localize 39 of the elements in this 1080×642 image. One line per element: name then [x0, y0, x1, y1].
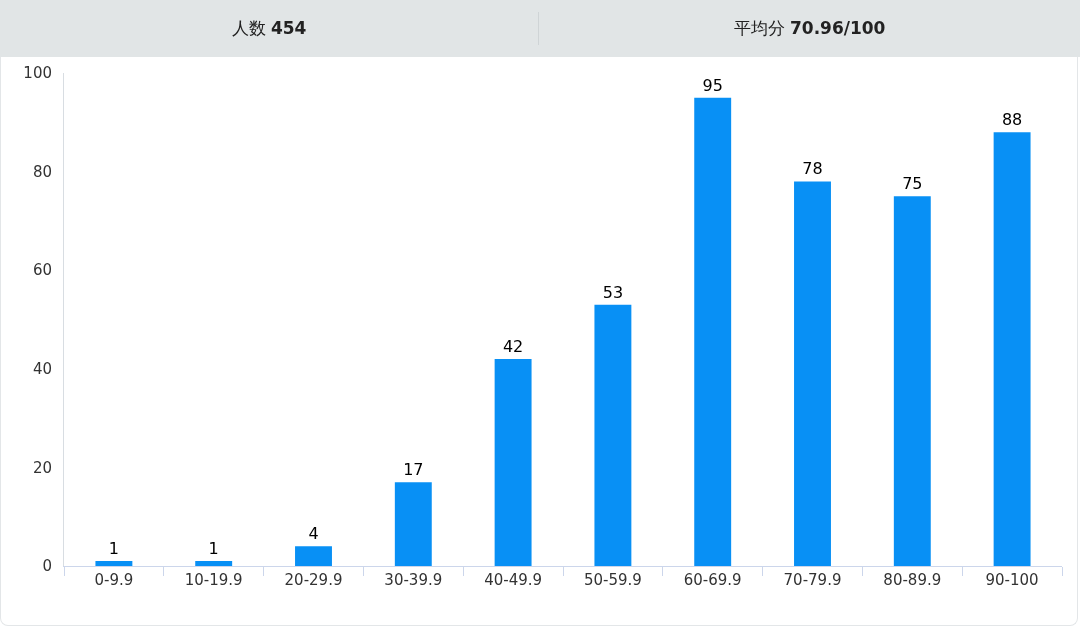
- bar: [494, 358, 532, 566]
- x-tick-label: 60-69.9: [683, 571, 742, 589]
- data-label: 75: [902, 174, 923, 194]
- data-label: 1: [208, 539, 219, 559]
- data-label: 4: [308, 524, 319, 544]
- chart-title: 人数 454: [230, 17, 308, 40]
- bar: [195, 561, 233, 566]
- y-tick-label: 100: [23, 64, 52, 83]
- y-tick-label: 80: [32, 162, 52, 181]
- data-label: 17: [403, 460, 424, 480]
- x-tick-label: 40-49.9: [484, 571, 543, 589]
- bar: [993, 132, 1031, 566]
- x-tick-label: 20-29.9: [284, 571, 343, 589]
- bar: [95, 561, 133, 566]
- x-tick-label: 0-9.9: [94, 571, 134, 589]
- x-tick-label: 30-39.9: [384, 571, 443, 589]
- data-label: 53: [602, 282, 624, 302]
- x-tick-label: 70-79.9: [783, 571, 842, 589]
- x-tick-label: 80-89.9: [883, 571, 942, 589]
- x-tick-label: 10-19.9: [184, 571, 243, 589]
- bar: [295, 546, 332, 566]
- bar: [893, 196, 931, 566]
- y-tick-label: 40: [32, 360, 52, 379]
- header-panel: 人数 454 平均分 70.96/100: [0, 0, 1080, 57]
- bar: [394, 482, 432, 566]
- data-label: 88: [1001, 110, 1023, 130]
- y-tick-label: 60: [32, 261, 52, 280]
- data-label: 1: [108, 539, 119, 559]
- bar: [694, 97, 732, 566]
- bar: [594, 304, 632, 566]
- bar: [794, 181, 831, 566]
- data-label: 78: [802, 159, 823, 179]
- data-label: 95: [702, 75, 723, 95]
- y-tick-label: 0: [42, 557, 52, 576]
- x-tick-label: 90-100: [985, 571, 1039, 589]
- y-tick-label: 20: [32, 458, 52, 477]
- chart-subtitle: 平均分 70.96/100: [732, 17, 887, 40]
- x-tick-label: 50-59.9: [583, 571, 642, 589]
- data-label: 42: [502, 336, 524, 356]
